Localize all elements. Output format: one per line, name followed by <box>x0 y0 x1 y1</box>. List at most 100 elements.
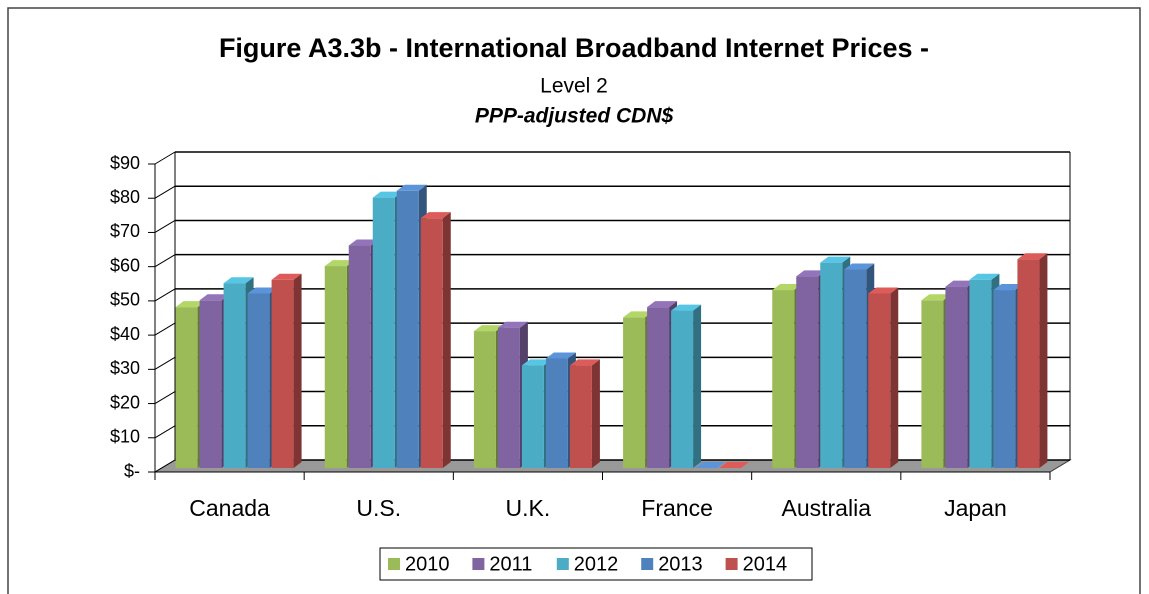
bar <box>719 462 750 468</box>
side-grid-line <box>154 322 176 336</box>
side-grid-line <box>154 220 176 233</box>
bar-front <box>844 269 867 468</box>
x-tick-label: U.S. <box>356 495 401 521</box>
y-tick-label: $50 <box>110 290 140 310</box>
y-tick-label: $70 <box>110 221 140 241</box>
bar-top <box>324 260 355 267</box>
legend-swatch <box>725 558 738 570</box>
bar-front <box>372 197 395 468</box>
bar-front <box>420 218 443 468</box>
bar-front <box>623 317 646 468</box>
side-grid-line <box>154 254 176 268</box>
x-tick-label: Japan <box>944 495 1007 521</box>
side-grid-line <box>154 151 176 165</box>
unit-label: PPP-adjusted CDN$ <box>475 105 674 128</box>
bar-side <box>1039 253 1048 468</box>
bar-top <box>772 284 803 291</box>
bar-front <box>175 307 198 468</box>
bar-front <box>1017 259 1040 468</box>
y-tick-label: $90 <box>110 153 140 173</box>
y-tick-label: $80 <box>110 187 140 207</box>
bar-top <box>844 263 875 270</box>
bar <box>420 212 451 468</box>
bar-top <box>199 294 230 301</box>
bar-front <box>820 262 843 468</box>
bar-front <box>545 358 568 468</box>
legend-label: 2011 <box>489 553 532 575</box>
chart-subtitle: Level 2 <box>540 75 608 98</box>
legend-swatch <box>472 558 485 570</box>
bar-top <box>348 239 379 246</box>
bar-top <box>623 311 654 318</box>
bar-side <box>890 287 899 468</box>
y-tick-label: $20 <box>110 392 140 412</box>
bar-top <box>473 325 504 332</box>
bar-front <box>796 276 819 468</box>
legend-swatch <box>641 558 654 570</box>
bar-top <box>175 301 206 308</box>
bar-top <box>796 270 827 277</box>
legend-label: 2014 <box>743 553 788 575</box>
bar-top <box>993 284 1024 291</box>
y-tick-label: $60 <box>110 255 140 275</box>
bar <box>671 304 702 468</box>
y-tick-label: $30 <box>110 358 140 378</box>
bar-front <box>945 286 968 468</box>
bar-top <box>247 287 278 294</box>
x-tick-label: France <box>641 495 713 521</box>
bar-top <box>945 280 976 287</box>
legend-box <box>379 547 813 581</box>
bar-top <box>921 294 952 301</box>
bar-side <box>293 273 302 468</box>
side-grid-line <box>154 459 176 473</box>
side-grid-line <box>154 185 176 199</box>
bar-top <box>647 301 678 308</box>
y-tick-label: $10 <box>110 427 140 447</box>
bar-top <box>695 462 726 468</box>
bar-front <box>199 300 222 468</box>
bar <box>1017 253 1048 468</box>
bar-front <box>324 266 347 468</box>
side-grid-line <box>154 288 176 302</box>
bar-top <box>969 273 1000 280</box>
bar-top <box>497 321 528 328</box>
bar-top <box>719 462 750 468</box>
bar-top <box>545 352 576 359</box>
bar-front <box>993 290 1016 468</box>
bar-front <box>921 300 944 468</box>
y-tick-label: $- <box>124 461 140 481</box>
bar-top <box>372 191 403 198</box>
bar-side <box>693 304 702 468</box>
bar-front <box>868 293 891 468</box>
bar-front <box>396 190 419 469</box>
bar-side <box>442 212 451 468</box>
side-grid-line <box>154 356 176 370</box>
bar-top <box>271 273 302 280</box>
bar-front <box>348 245 371 468</box>
bar-front <box>497 327 520 468</box>
bar <box>271 273 302 468</box>
x-tick-label: Australia <box>782 495 872 521</box>
chart-title: Figure A3.3b - International Broadband I… <box>219 33 929 63</box>
bar-top <box>569 359 600 366</box>
bar-front <box>647 307 670 468</box>
bar-top <box>1017 253 1048 260</box>
y-tick-label: $40 <box>110 324 140 344</box>
bar-front <box>569 365 592 468</box>
bar <box>868 287 899 468</box>
bar-front <box>521 365 544 468</box>
bar-top <box>223 277 254 284</box>
bar-top <box>868 287 899 294</box>
bar <box>695 462 726 468</box>
bar-top <box>521 359 552 366</box>
bar-front <box>247 293 270 468</box>
bar-top <box>671 304 702 311</box>
x-tick-label: U.K. <box>506 495 551 521</box>
bar-top <box>396 184 427 191</box>
bar-top <box>820 256 851 263</box>
bar-front <box>271 279 294 468</box>
bar-front <box>772 290 795 468</box>
side-grid-line <box>154 391 176 404</box>
legend-label: 2012 <box>574 553 619 575</box>
